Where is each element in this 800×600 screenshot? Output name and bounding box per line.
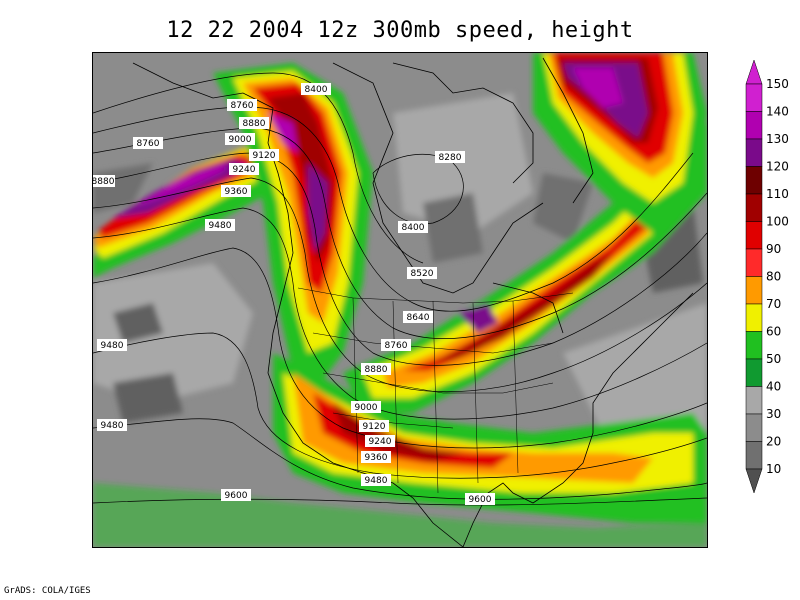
colorbar-label: 40 bbox=[766, 380, 781, 394]
svg-text:9480: 9480 bbox=[101, 421, 124, 431]
colorbar-swatch bbox=[745, 358, 763, 387]
borders bbox=[297, 287, 574, 494]
colorbar-label: 110 bbox=[766, 187, 789, 201]
height-label: 9240 bbox=[365, 435, 395, 447]
wind-speed-map: 8400 8760 8880 9000 9120 9240 9360 9480 … bbox=[92, 52, 708, 548]
height-label: 9480 bbox=[97, 339, 127, 351]
height-label: 8880 bbox=[239, 117, 269, 129]
svg-text:9000: 9000 bbox=[355, 403, 378, 413]
svg-text:8880: 8880 bbox=[365, 365, 388, 375]
svg-text:8880: 8880 bbox=[93, 177, 115, 187]
svg-text:8880: 8880 bbox=[243, 119, 266, 129]
svg-text:8760: 8760 bbox=[385, 341, 408, 351]
height-label: 8760 bbox=[381, 339, 411, 351]
colorbar-swatch bbox=[745, 111, 763, 140]
height-label: 9360 bbox=[221, 185, 251, 197]
colorbar-label: 30 bbox=[766, 407, 781, 421]
height-label: 9000 bbox=[225, 133, 255, 145]
colorbar-label: 50 bbox=[766, 352, 781, 366]
colorbar-label: 60 bbox=[766, 325, 781, 339]
colorbar-label: 80 bbox=[766, 270, 781, 284]
height-contours bbox=[93, 72, 707, 506]
svg-text:8520: 8520 bbox=[411, 269, 434, 279]
svg-text:9120: 9120 bbox=[253, 151, 276, 161]
height-label: 8520 bbox=[407, 267, 437, 279]
colorbar-label: 120 bbox=[766, 160, 789, 174]
height-label: 9600 bbox=[465, 493, 495, 505]
colorbar-label: 130 bbox=[766, 132, 789, 146]
colorbar-top-arrow bbox=[745, 59, 763, 85]
svg-text:8400: 8400 bbox=[402, 223, 425, 233]
height-label: 9120 bbox=[359, 420, 389, 432]
height-labels: 8400 8760 8880 9000 9120 9240 9360 9480 … bbox=[93, 83, 495, 505]
colorbar-swatch bbox=[745, 248, 763, 277]
grads-credit: GrADS: COLA/IGES bbox=[4, 586, 91, 596]
colorbar-swatch bbox=[745, 221, 763, 250]
height-label: 8880 bbox=[361, 363, 391, 375]
svg-text:9000: 9000 bbox=[229, 135, 252, 145]
colorbar-label: 90 bbox=[766, 242, 781, 256]
svg-text:9240: 9240 bbox=[369, 437, 392, 447]
svg-text:9360: 9360 bbox=[365, 453, 388, 463]
svg-text:8760: 8760 bbox=[231, 101, 254, 111]
colorbar-swatch bbox=[745, 441, 763, 470]
colorbar-label: 140 bbox=[766, 105, 789, 119]
speed-colorbar: 150 140 130 120 110 100 90 80 70 60 50 40 30 20 10 bbox=[744, 59, 800, 540]
colorbar-label: 100 bbox=[766, 215, 789, 229]
height-label: 9600 bbox=[221, 489, 251, 501]
height-label: 9120 bbox=[249, 149, 279, 161]
svg-text:9240: 9240 bbox=[233, 165, 256, 175]
colorbar-swatch bbox=[745, 138, 763, 167]
colorbar-swatch bbox=[745, 413, 763, 442]
height-label: 8280 bbox=[435, 151, 465, 163]
colorbar-label: 150 bbox=[766, 77, 789, 91]
colorbar-swatch bbox=[745, 193, 763, 222]
colorbar-swatch bbox=[745, 83, 763, 112]
svg-text:9600: 9600 bbox=[469, 495, 492, 505]
colorbar-label: 10 bbox=[766, 462, 781, 476]
height-label: 8760 bbox=[227, 99, 257, 111]
height-label: 8640 bbox=[403, 311, 433, 323]
colorbar-swatch bbox=[745, 386, 763, 415]
colorbar-label: 20 bbox=[766, 435, 781, 449]
svg-text:8640: 8640 bbox=[407, 313, 430, 323]
height-label: 9480 bbox=[361, 474, 391, 486]
height-label: 9000 bbox=[351, 401, 381, 413]
svg-text:9480: 9480 bbox=[101, 341, 124, 351]
speed-shading bbox=[93, 53, 707, 547]
height-label: 9240 bbox=[229, 163, 259, 175]
colorbar-bottom-arrow bbox=[745, 468, 763, 494]
height-label: 9480 bbox=[97, 419, 127, 431]
height-label: 8760 bbox=[133, 137, 163, 149]
height-label: 9360 bbox=[361, 451, 391, 463]
colorbar-swatch bbox=[745, 303, 763, 332]
height-label: 8880 bbox=[93, 175, 115, 187]
map-title: 12 22 2004 12z 300mb speed, height bbox=[166, 18, 634, 43]
svg-text:9480: 9480 bbox=[365, 476, 388, 486]
colorbar-swatch bbox=[745, 331, 763, 360]
svg-text:9120: 9120 bbox=[363, 422, 386, 432]
svg-text:8760: 8760 bbox=[137, 139, 160, 149]
svg-text:9600: 9600 bbox=[225, 491, 248, 501]
height-label: 8400 bbox=[301, 83, 331, 95]
svg-text:8400: 8400 bbox=[305, 85, 328, 95]
colorbar-label: 70 bbox=[766, 297, 781, 311]
height-label: 8400 bbox=[398, 221, 428, 233]
height-label: 9480 bbox=[205, 219, 235, 231]
svg-text:9360: 9360 bbox=[225, 187, 248, 197]
colorbar-swatch bbox=[745, 276, 763, 305]
svg-text:9480: 9480 bbox=[209, 221, 232, 231]
svg-text:8280: 8280 bbox=[439, 153, 462, 163]
colorbar-swatch bbox=[745, 166, 763, 195]
